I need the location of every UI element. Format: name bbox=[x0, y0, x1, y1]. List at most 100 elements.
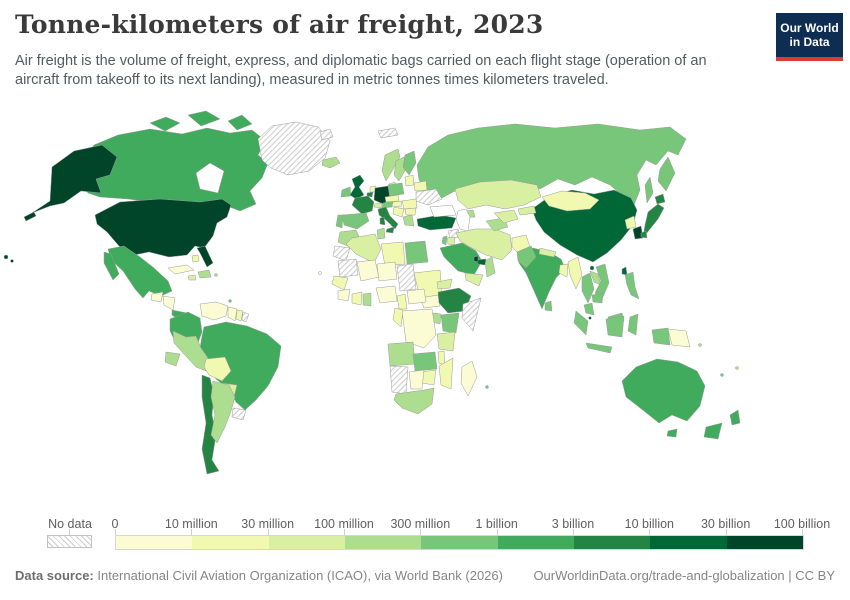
country-indonesia-java[interactable] bbox=[585, 342, 613, 354]
country-trinidad[interactable] bbox=[228, 299, 232, 303]
country-indonesia-borneo[interactable] bbox=[605, 315, 625, 338]
country-guinea[interactable] bbox=[337, 288, 351, 302]
country-new-zealand-north[interactable] bbox=[729, 409, 741, 426]
country-honduras[interactable] bbox=[162, 295, 176, 311]
country-new-zealand-south[interactable] bbox=[703, 422, 723, 440]
country-nepal[interactable] bbox=[538, 247, 557, 258]
country-italy[interactable] bbox=[377, 206, 399, 230]
country-fiji[interactable] bbox=[735, 366, 739, 370]
country-new-caledonia[interactable] bbox=[720, 373, 724, 377]
country-botswana[interactable] bbox=[408, 369, 425, 390]
country-kyrgyzstan[interactable] bbox=[517, 205, 537, 216]
country-japan-kyushu[interactable] bbox=[640, 230, 648, 239]
country-australia[interactable] bbox=[621, 358, 706, 424]
country-dominican-republic[interactable] bbox=[197, 269, 212, 279]
country-angola[interactable] bbox=[387, 341, 416, 367]
country-switzerland[interactable] bbox=[373, 202, 383, 209]
country-solomon-islands[interactable] bbox=[698, 343, 702, 347]
country-cambodia[interactable] bbox=[591, 292, 604, 304]
legend-bin[interactable] bbox=[650, 536, 727, 549]
country-ireland[interactable] bbox=[340, 186, 352, 198]
country-indonesia-sulawesi[interactable] bbox=[627, 313, 639, 336]
country-cameroon[interactable] bbox=[396, 293, 408, 310]
country-eritrea[interactable] bbox=[436, 278, 453, 290]
country-tunisia[interactable] bbox=[376, 227, 386, 240]
country-saudi-arabia[interactable] bbox=[439, 242, 483, 276]
country-poland[interactable] bbox=[387, 182, 405, 197]
country-hungary[interactable] bbox=[391, 200, 403, 208]
country-bulgaria[interactable] bbox=[404, 207, 417, 216]
country-greenland[interactable] bbox=[257, 121, 331, 176]
legend-bin[interactable] bbox=[573, 536, 651, 549]
country-singapore[interactable] bbox=[588, 316, 592, 320]
country-yemen[interactable] bbox=[464, 272, 484, 287]
country-spain[interactable] bbox=[341, 212, 370, 230]
country-niger[interactable] bbox=[376, 261, 398, 282]
country-bangladesh[interactable] bbox=[558, 263, 569, 278]
country-turkey[interactable] bbox=[416, 214, 457, 231]
country-romania[interactable] bbox=[401, 198, 418, 210]
country-argentina[interactable] bbox=[210, 380, 236, 444]
country-serbia[interactable] bbox=[392, 206, 405, 218]
country-finland[interactable] bbox=[402, 150, 417, 176]
country-united-states-florida[interactable] bbox=[196, 245, 214, 268]
country-norway[interactable] bbox=[381, 148, 401, 182]
legend-bin[interactable] bbox=[116, 536, 193, 549]
country-madagascar[interactable] bbox=[460, 360, 478, 397]
country-congo[interactable] bbox=[392, 307, 404, 328]
country-thailand[interactable] bbox=[581, 272, 595, 304]
country-car[interactable] bbox=[406, 288, 427, 305]
country-malaysia[interactable] bbox=[583, 302, 595, 316]
country-svalbard[interactable] bbox=[319, 128, 334, 141]
country-kazakhstan[interactable] bbox=[454, 179, 542, 210]
legend-bin[interactable] bbox=[192, 536, 269, 549]
country-united-states-alaska[interactable] bbox=[31, 144, 118, 214]
country-ecuador[interactable] bbox=[164, 351, 181, 367]
country-senegal[interactable] bbox=[331, 275, 349, 291]
country-kenya[interactable] bbox=[440, 312, 460, 334]
legend-bin[interactable] bbox=[344, 536, 422, 549]
legend-bin[interactable] bbox=[497, 536, 574, 549]
country-sweden[interactable] bbox=[393, 156, 407, 182]
country-suriname[interactable] bbox=[235, 309, 244, 322]
country-mexico-baja[interactable] bbox=[103, 251, 120, 281]
country-arctic-islands[interactable] bbox=[377, 127, 399, 139]
country-oman[interactable] bbox=[484, 256, 496, 278]
country-sri-lanka[interactable] bbox=[544, 300, 553, 312]
country-united-states-hawaii-2[interactable] bbox=[10, 259, 14, 263]
country-mozambique[interactable] bbox=[438, 357, 454, 390]
country-bahamas[interactable] bbox=[191, 254, 200, 263]
country-philippines[interactable] bbox=[624, 271, 640, 300]
country-united-states-hawaii[interactable] bbox=[3, 254, 9, 260]
country-iran[interactable] bbox=[455, 228, 513, 261]
country-russia-kamchatka[interactable] bbox=[657, 156, 676, 192]
country-italy-sardinia[interactable] bbox=[379, 216, 386, 226]
country-canada-island-1[interactable] bbox=[149, 116, 181, 132]
country-drc[interactable] bbox=[401, 308, 437, 349]
legend-no-data-swatch[interactable] bbox=[47, 535, 92, 548]
country-french-guiana[interactable] bbox=[241, 311, 250, 323]
country-guyana[interactable] bbox=[227, 306, 238, 322]
country-zambia[interactable] bbox=[412, 351, 438, 372]
country-somalia[interactable] bbox=[461, 297, 482, 332]
legend-bin[interactable] bbox=[726, 536, 803, 549]
country-uzbekistan[interactable] bbox=[493, 209, 519, 224]
country-uae[interactable] bbox=[476, 258, 487, 266]
country-iceland[interactable] bbox=[321, 156, 341, 169]
country-jordan[interactable] bbox=[446, 236, 456, 246]
country-israel[interactable] bbox=[441, 235, 448, 246]
country-venezuela[interactable] bbox=[199, 301, 229, 321]
country-greece[interactable] bbox=[402, 214, 415, 227]
country-libya[interactable] bbox=[380, 241, 406, 267]
country-western-sahara[interactable] bbox=[332, 245, 351, 262]
country-cote-divoire[interactable] bbox=[351, 291, 363, 306]
country-canada-island-2[interactable] bbox=[187, 110, 221, 127]
country-puerto-rico[interactable] bbox=[214, 273, 218, 277]
country-russia-sakhalin[interactable] bbox=[644, 176, 654, 204]
country-myanmar[interactable] bbox=[567, 256, 583, 290]
country-cape-verde[interactable] bbox=[318, 271, 322, 275]
country-united-states-aleutians[interactable] bbox=[23, 211, 37, 222]
country-chad[interactable] bbox=[396, 263, 417, 292]
country-pakistan[interactable] bbox=[516, 245, 537, 269]
country-uruguay[interactable] bbox=[231, 407, 247, 421]
